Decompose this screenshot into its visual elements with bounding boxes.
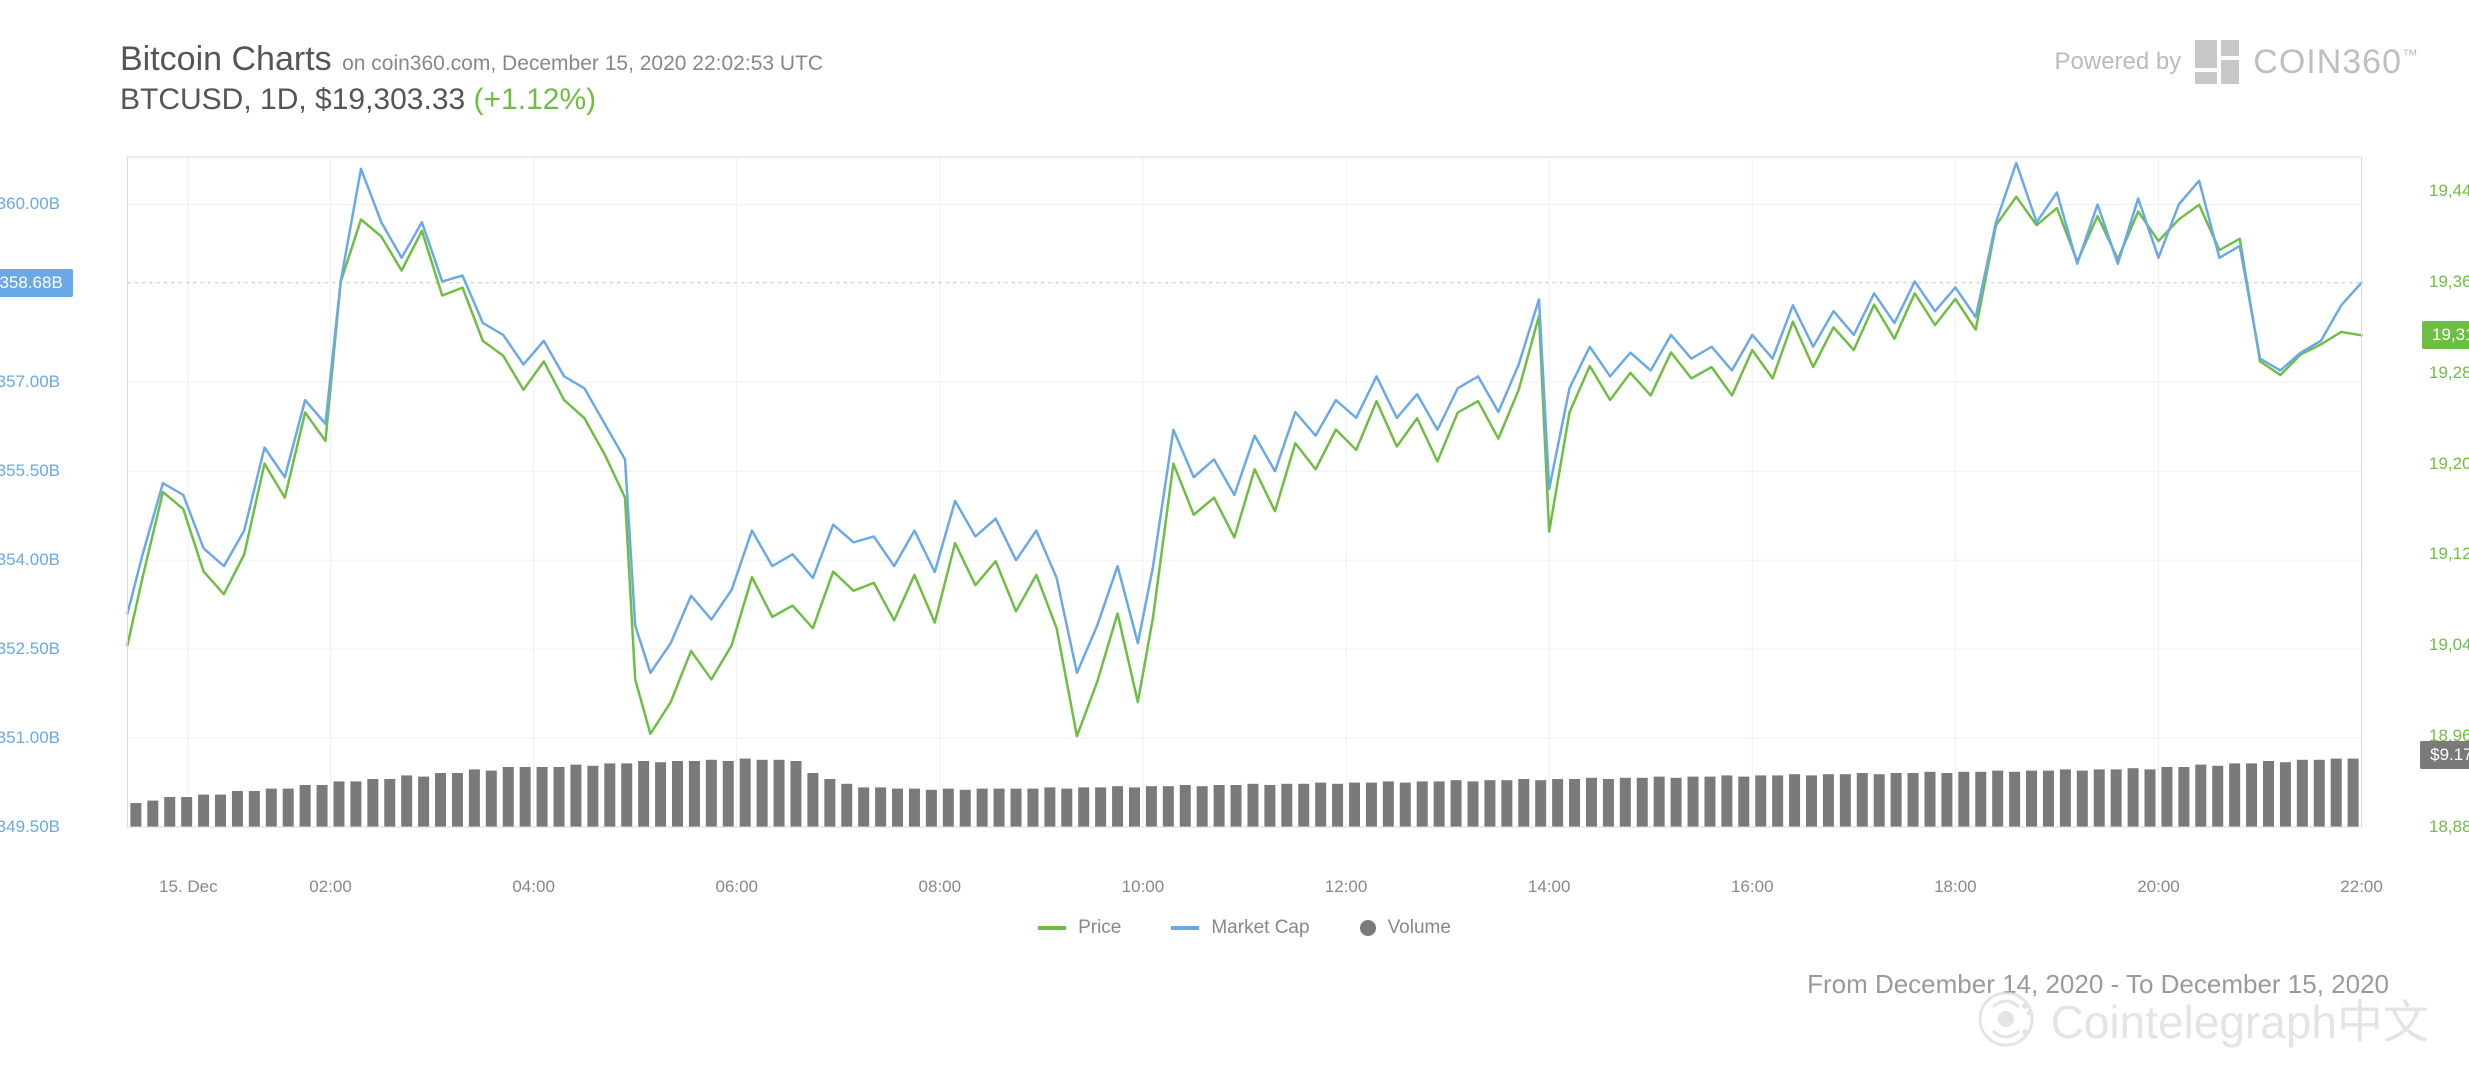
chart-area[interactable]: $349.50B$351.00B$352.50B$354.00B$355.50B… <box>70 147 2419 867</box>
legend-label: Volume <box>1388 917 1451 939</box>
x-tick-label: 15. Dec <box>159 877 218 897</box>
y-left-tick-label: $349.50B <box>0 817 60 837</box>
y-right-tick-label: 18,880 <box>2429 817 2469 837</box>
x-tick-label: 06:00 <box>715 877 758 897</box>
x-tick-label: 02:00 <box>309 877 352 897</box>
legend-swatch <box>1171 926 1199 930</box>
legend-item[interactable]: Price <box>1038 917 1121 939</box>
price-current-badge: 19,313 <box>2422 321 2469 349</box>
y-left-tick-label: $357.00B <box>0 372 60 392</box>
y-right-tick-label: 19,360 <box>2429 272 2469 292</box>
coin360-logo-icon <box>2195 40 2239 84</box>
chart-legend: Price Market Cap Volume <box>70 917 2419 939</box>
x-tick-label: 04:00 <box>512 877 555 897</box>
chart-subtitle: on coin360.com, December 15, 2020 22:02:… <box>342 52 823 75</box>
x-tick-label: 12:00 <box>1325 877 1368 897</box>
y-left-tick-label: $360.00B <box>0 194 60 214</box>
pair-label: BTCUSD, 1D, <box>120 83 307 116</box>
y-left-tick-label: $354.00B <box>0 550 60 570</box>
x-tick-label: 16:00 <box>1731 877 1774 897</box>
pair-line: BTCUSD, 1D, $19,303.33 (+1.12%) <box>120 83 823 117</box>
x-tick-label: 18:00 <box>1934 877 1977 897</box>
y-right-tick-label: 19,440 <box>2429 181 2469 201</box>
mcap-current-badge: $358.68B <box>0 269 73 297</box>
legend-swatch <box>1038 926 1066 930</box>
x-tick-label: 08:00 <box>919 877 962 897</box>
brand-name: COIN360™ <box>2253 43 2419 82</box>
x-tick-label: 20:00 <box>2137 877 2180 897</box>
price-value: $19,303.33 <box>315 83 465 116</box>
powered-by: Powered by COIN360™ <box>2055 40 2419 84</box>
y-right-tick-label: 19,280 <box>2429 363 2469 383</box>
legend-item[interactable]: Market Cap <box>1171 917 1309 939</box>
legend-label: Market Cap <box>1211 917 1309 939</box>
legend-swatch <box>1360 920 1376 936</box>
y-right-tick-label: 19,200 <box>2429 454 2469 474</box>
date-range-footer: From December 14, 2020 - To December 15,… <box>70 969 2419 1000</box>
x-tick-label: 14:00 <box>1528 877 1571 897</box>
chart-header: Bitcoin Charts on coin360.com, December … <box>70 40 2419 117</box>
y-left-tick-label: $355.50B <box>0 461 60 481</box>
volume-current-badge: $9.17B <box>2420 741 2469 769</box>
chart-title: Bitcoin Charts <box>120 40 332 78</box>
x-tick-label: 10:00 <box>1122 877 1165 897</box>
chart-svg <box>70 147 2419 867</box>
y-left-tick-label: $352.50B <box>0 639 60 659</box>
title-line: Bitcoin Charts on coin360.com, December … <box>120 40 823 79</box>
title-block: Bitcoin Charts on coin360.com, December … <box>120 40 823 117</box>
y-left-tick-label: $351.00B <box>0 728 60 748</box>
y-right-tick-label: 19,040 <box>2429 635 2469 655</box>
powered-label: Powered by <box>2055 48 2182 76</box>
x-tick-label: 22:00 <box>2340 877 2383 897</box>
legend-label: Price <box>1078 917 1121 939</box>
pct-change: (+1.12%) <box>474 83 597 116</box>
legend-item[interactable]: Volume <box>1360 917 1451 939</box>
y-right-tick-label: 19,120 <box>2429 544 2469 564</box>
